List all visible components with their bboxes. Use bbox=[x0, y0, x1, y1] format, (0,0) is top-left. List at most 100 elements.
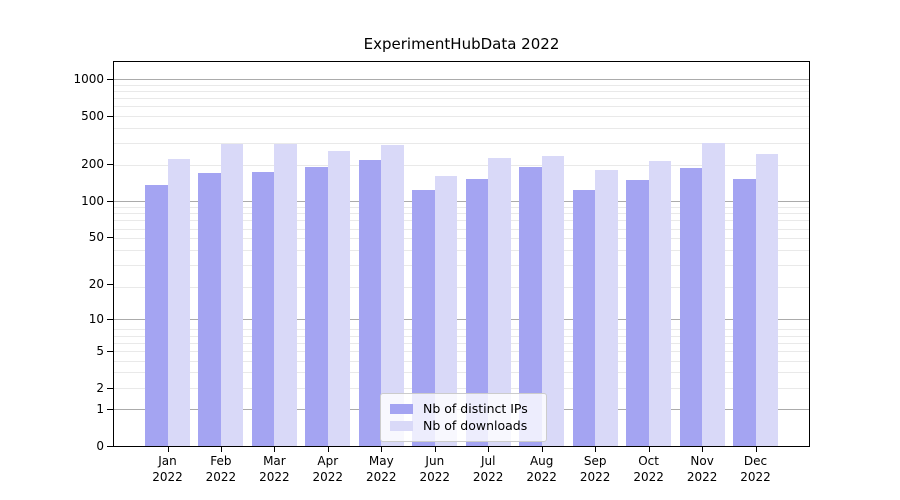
x-tick-mark bbox=[488, 447, 490, 452]
bar-may-distinct-ips bbox=[358, 160, 382, 446]
y-tick-label-50: 50 bbox=[88, 230, 104, 245]
bar-feb-distinct-ips bbox=[198, 172, 221, 446]
minor-gridline bbox=[114, 84, 809, 86]
bar-jul-downloads bbox=[488, 158, 511, 446]
bar-oct-downloads bbox=[648, 160, 672, 446]
x-tick-label-aug: Aug 2022 bbox=[526, 454, 557, 484]
bar-nov-downloads bbox=[702, 142, 725, 446]
y-tick-mark bbox=[107, 318, 113, 320]
x-tick-mark bbox=[595, 447, 597, 452]
x-tick-mark bbox=[220, 447, 222, 452]
minor-gridline bbox=[114, 286, 809, 288]
legend-label-downloads: Nb of downloads bbox=[423, 418, 528, 433]
minor-gridline bbox=[114, 238, 809, 240]
y-tick-mark bbox=[107, 78, 113, 80]
y-tick-label-20: 20 bbox=[88, 277, 104, 292]
y-tick-mark bbox=[107, 446, 113, 447]
legend-swatch-downloads bbox=[390, 421, 413, 431]
legend-item-downloads: Nb of downloads bbox=[390, 418, 538, 434]
minor-gridline bbox=[114, 206, 809, 208]
minor-gridline bbox=[114, 90, 809, 92]
bar-jun-downloads bbox=[434, 175, 458, 446]
legend-item-distinct-ips: Nb of distinct IPs bbox=[390, 401, 538, 417]
y-tick-mark bbox=[107, 200, 113, 202]
y-tick-label-200: 200 bbox=[81, 157, 104, 172]
minor-gridline bbox=[114, 329, 809, 331]
y-tick-label-1: 1 bbox=[96, 402, 104, 417]
y-tick-mark bbox=[107, 387, 113, 389]
legend: Nb of distinct IPs Nb of downloads bbox=[380, 393, 547, 442]
x-tick-label-dec: Dec 2022 bbox=[740, 454, 771, 484]
y-tick-label-100: 100 bbox=[81, 193, 104, 208]
plot-area bbox=[113, 61, 810, 447]
legend-label-distinct-ips: Nb of distinct IPs bbox=[423, 401, 528, 416]
minor-gridline bbox=[114, 127, 809, 129]
minor-gridline bbox=[114, 250, 809, 251]
y-tick-label-1000: 1000 bbox=[73, 71, 104, 86]
bar-jan-downloads bbox=[167, 159, 190, 446]
chart-title: ExperimentHubData 2022 bbox=[363, 35, 560, 53]
bar-dec-downloads bbox=[755, 153, 778, 446]
x-tick-mark bbox=[327, 447, 329, 452]
minor-gridline bbox=[114, 360, 809, 362]
minor-gridline bbox=[114, 228, 809, 230]
minor-gridline bbox=[114, 97, 809, 99]
bar-apr-downloads bbox=[327, 150, 351, 446]
minor-gridline bbox=[114, 220, 809, 222]
x-tick-mark bbox=[648, 447, 650, 452]
bar-dec-distinct-ips bbox=[733, 179, 756, 446]
bar-oct-distinct-ips bbox=[626, 180, 649, 446]
y-tick-mark bbox=[107, 284, 113, 286]
major-gridline bbox=[114, 318, 809, 320]
bar-aug-distinct-ips bbox=[519, 167, 542, 446]
x-tick-label-mar: Mar 2022 bbox=[259, 454, 290, 484]
y-tick-label-0: 0 bbox=[96, 439, 104, 453]
x-tick-mark bbox=[434, 447, 436, 452]
x-tick-label-nov: Nov 2022 bbox=[686, 454, 718, 484]
major-gridline bbox=[114, 200, 809, 202]
x-tick-mark bbox=[702, 447, 704, 452]
bar-mar-distinct-ips bbox=[251, 171, 275, 446]
x-tick-mark bbox=[381, 447, 383, 452]
minor-gridline bbox=[114, 372, 809, 374]
minor-gridline bbox=[114, 350, 809, 352]
x-tick-mark bbox=[274, 447, 276, 452]
legend-swatch-distinct-ips bbox=[390, 404, 413, 414]
minor-gridline bbox=[114, 387, 809, 389]
y-tick-label-2: 2 bbox=[96, 380, 104, 395]
bar-sep-downloads bbox=[595, 170, 618, 446]
bar-nov-distinct-ips bbox=[679, 168, 703, 446]
y-tick-label-500: 500 bbox=[81, 108, 104, 123]
x-tick-mark bbox=[167, 447, 169, 452]
bar-jan-distinct-ips bbox=[145, 184, 168, 446]
y-tick-label-10: 10 bbox=[88, 311, 104, 326]
bar-apr-distinct-ips bbox=[305, 166, 328, 446]
bar-jun-distinct-ips bbox=[412, 189, 435, 446]
major-gridline bbox=[114, 78, 809, 80]
y-tick-mark bbox=[107, 164, 113, 166]
minor-gridline bbox=[114, 106, 809, 108]
minor-gridline bbox=[114, 164, 809, 166]
x-tick-label-may: May 2022 bbox=[366, 454, 397, 484]
x-tick-label-sep: Sep 2022 bbox=[579, 454, 611, 484]
y-tick-mark bbox=[107, 237, 113, 239]
x-tick-label-oct: Oct 2022 bbox=[633, 454, 664, 484]
bar-aug-downloads bbox=[541, 155, 565, 446]
minor-gridline bbox=[114, 335, 809, 337]
x-tick-label-jul: Jul 2022 bbox=[472, 454, 504, 484]
x-tick-mark bbox=[755, 447, 757, 452]
bar-jul-distinct-ips bbox=[465, 178, 489, 446]
x-tick-label-feb: Feb 2022 bbox=[205, 454, 237, 484]
y-tick-label-5: 5 bbox=[96, 343, 104, 358]
x-tick-label-jun: Jun 2022 bbox=[419, 454, 451, 484]
y-tick-mark bbox=[107, 409, 113, 411]
x-tick-label-apr: Apr 2022 bbox=[312, 454, 344, 484]
minor-gridline bbox=[114, 143, 809, 144]
y-tick-mark bbox=[107, 350, 113, 352]
minor-gridline bbox=[114, 265, 809, 267]
bar-mar-downloads bbox=[274, 144, 297, 446]
x-tick-label-jan: Jan 2022 bbox=[152, 454, 183, 484]
y-tick-mark bbox=[107, 115, 113, 117]
minor-gridline bbox=[114, 213, 809, 215]
